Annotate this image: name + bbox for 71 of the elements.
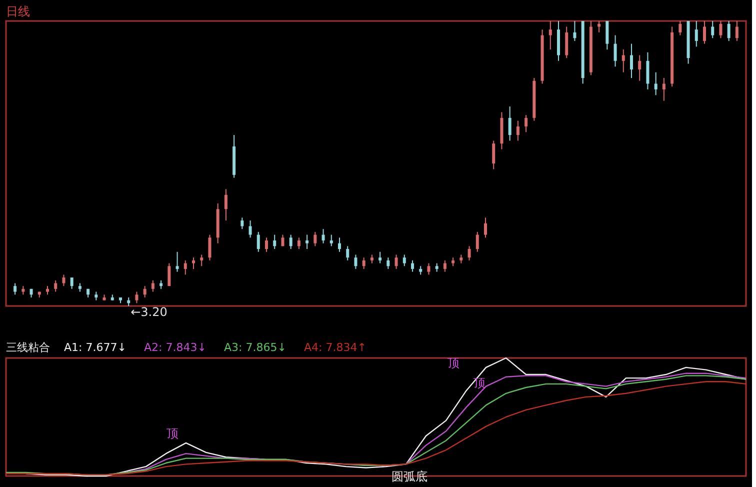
candlestick — [265, 237, 268, 252]
candlestick — [565, 26, 568, 59]
candlestick — [346, 246, 350, 261]
candlestick — [630, 43, 633, 78]
candlestick — [476, 231, 479, 252]
text: A1: 7.677↓ — [64, 341, 126, 354]
candlestick — [184, 260, 187, 276]
candlestick — [306, 234, 309, 250]
candlestick — [719, 20, 722, 39]
candlestick — [224, 188, 228, 221]
candlestick — [289, 234, 292, 250]
candlestick — [362, 257, 366, 270]
candlestick — [427, 262, 430, 276]
candlestick — [662, 78, 666, 102]
candlestick — [646, 52, 650, 90]
candlestick — [694, 20, 698, 48]
candlestick — [638, 54, 642, 82]
candlestick — [573, 20, 576, 42]
candlestick — [322, 228, 325, 244]
candlestick — [297, 237, 300, 250]
candlestick — [606, 20, 609, 50]
candlestick — [192, 257, 195, 270]
candlestick — [614, 34, 617, 68]
candlestick — [548, 20, 552, 50]
candlestick — [54, 280, 58, 292]
annotation: ←3.20 — [130, 305, 168, 319]
text: A3: 7.865↓ — [224, 341, 286, 354]
candlestick — [703, 20, 706, 44]
candlestick — [654, 72, 658, 96]
candlestick — [168, 262, 171, 287]
candlestick — [200, 254, 204, 267]
chart-title: 三线粘合 — [6, 341, 50, 354]
candlestick — [248, 220, 252, 238]
chart-title: 日线 — [6, 4, 30, 18]
candlestick — [273, 234, 276, 250]
candlestick — [378, 251, 382, 264]
candlestick — [143, 286, 146, 298]
candlestick — [711, 20, 714, 39]
candlestick — [386, 257, 390, 270]
candlestick — [330, 234, 333, 247]
candlestick — [151, 280, 154, 292]
candlestick — [508, 106, 512, 142]
candlestick — [678, 20, 682, 36]
candlestick — [208, 234, 212, 261]
candlestick — [622, 49, 625, 73]
candlestick — [492, 140, 496, 170]
candlestick — [240, 217, 244, 230]
candlestick — [516, 120, 520, 142]
candlestick — [727, 20, 730, 42]
candlestick — [484, 217, 487, 238]
text: A2: 7.843↓ — [144, 341, 206, 354]
candlestick — [411, 260, 414, 272]
annotation: 顶 — [474, 376, 486, 390]
candlestick — [62, 274, 66, 287]
candlestick — [338, 237, 341, 252]
candlestick — [402, 254, 406, 267]
candlestick — [394, 254, 398, 270]
candlestick — [256, 231, 260, 252]
candlestick — [354, 254, 358, 270]
annotation: 顶 — [448, 356, 460, 370]
candlestick — [135, 291, 138, 304]
annotation: 顶 — [166, 426, 178, 441]
candlestick — [314, 231, 317, 247]
candlestick — [524, 114, 528, 133]
candlestick — [443, 260, 446, 272]
candlestick — [176, 251, 179, 272]
candlestick — [14, 282, 17, 296]
candlestick — [70, 277, 74, 290]
candlestick — [735, 20, 738, 42]
candlestick — [468, 246, 471, 261]
text: A4: 7.834↑ — [304, 341, 366, 354]
